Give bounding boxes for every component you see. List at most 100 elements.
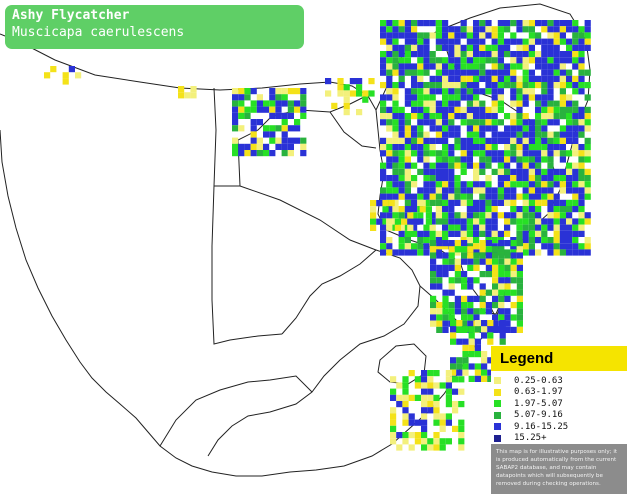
occurrence-cell bbox=[497, 20, 504, 27]
occurrence-cell bbox=[473, 230, 480, 237]
occurrence-cell bbox=[287, 88, 294, 95]
occurrence-cell bbox=[566, 199, 573, 206]
occurrence-cell bbox=[566, 237, 573, 244]
occurrence-cell bbox=[414, 438, 421, 445]
occurrence-cell bbox=[528, 144, 535, 151]
occurrence-cell bbox=[541, 69, 548, 76]
occurrence-cell bbox=[390, 376, 397, 383]
occurrence-cell bbox=[448, 51, 455, 58]
occurrence-cell bbox=[430, 295, 437, 302]
occurrence-cell bbox=[522, 82, 529, 89]
occurrence-cell bbox=[386, 82, 393, 89]
occurrence-cell bbox=[553, 57, 560, 64]
occurrence-cell bbox=[462, 357, 469, 364]
occurrence-cell bbox=[522, 113, 529, 120]
occurrence-cell bbox=[398, 131, 405, 138]
occurrence-cell bbox=[232, 100, 239, 107]
occurrence-cell bbox=[392, 57, 399, 64]
occurrence-cell bbox=[250, 131, 257, 138]
occurrence-cell bbox=[392, 69, 399, 76]
occurrence-cell bbox=[516, 156, 523, 163]
occurrence-cell bbox=[430, 246, 437, 253]
occurrence-cell bbox=[442, 193, 449, 200]
legend-label: 0.25-0.63 bbox=[514, 375, 563, 386]
occurrence-cell bbox=[281, 94, 288, 101]
occurrence-cell bbox=[386, 187, 393, 194]
occurrence-cell bbox=[559, 181, 566, 188]
occurrence-cell bbox=[380, 51, 387, 58]
occurrence-cell bbox=[466, 206, 473, 213]
occurrence-cell bbox=[466, 32, 473, 39]
occurrence-cell bbox=[421, 444, 428, 451]
occurrence-cell bbox=[572, 26, 579, 33]
occurrence-cell bbox=[460, 218, 467, 225]
occurrence-cell bbox=[535, 57, 542, 64]
occurrence-cell bbox=[528, 224, 535, 231]
occurrence-cell bbox=[380, 63, 387, 70]
occurrence-cell bbox=[263, 106, 270, 113]
occurrence-cell bbox=[510, 57, 517, 64]
occurrence-cell bbox=[454, 258, 461, 265]
occurrence-cell bbox=[269, 131, 276, 138]
occurrence-cell bbox=[398, 150, 405, 157]
occurrence-cell bbox=[466, 137, 473, 144]
occurrence-cell bbox=[479, 258, 486, 265]
occurrence-cell bbox=[566, 168, 573, 175]
occurrence-cell bbox=[263, 143, 270, 150]
occurrence-cell bbox=[430, 240, 437, 247]
occurrence-cell bbox=[398, 230, 405, 237]
occurrence-cell bbox=[559, 206, 566, 213]
occurrence-cell bbox=[386, 125, 393, 132]
occurrence-cell bbox=[462, 369, 469, 376]
occurrence-cell bbox=[448, 113, 455, 120]
occurrence-cell bbox=[566, 162, 573, 169]
occurrence-cell bbox=[417, 113, 424, 120]
occurrence-cell bbox=[566, 82, 573, 89]
occurrence-cell bbox=[485, 212, 492, 219]
occurrence-cell bbox=[499, 326, 506, 333]
occurrence-cell bbox=[423, 63, 430, 70]
occurrence-cell bbox=[535, 175, 542, 182]
occurrence-cell bbox=[454, 240, 461, 247]
occurrence-cell bbox=[516, 119, 523, 126]
occurrence-cell bbox=[535, 131, 542, 138]
occurrence-cell bbox=[528, 199, 535, 206]
legend-swatch bbox=[494, 434, 501, 442]
occurrence-cell bbox=[370, 200, 377, 207]
occurrence-cell bbox=[435, 106, 442, 113]
occurrence-cell bbox=[435, 243, 442, 250]
occurrence-cell bbox=[516, 51, 523, 58]
occurrence-cell bbox=[479, 302, 486, 309]
occurrence-cell bbox=[481, 369, 488, 376]
occurrence-cell bbox=[411, 230, 418, 237]
occurrence-cell bbox=[516, 246, 523, 253]
occurrence-cell bbox=[535, 32, 542, 39]
occurrence-cell bbox=[504, 283, 511, 290]
occurrence-cell bbox=[516, 125, 523, 132]
occurrence-cell bbox=[442, 137, 449, 144]
occurrence-cell bbox=[510, 193, 517, 200]
occurrence-cell bbox=[460, 150, 467, 157]
occurrence-cell bbox=[232, 119, 239, 126]
occurrence-cell bbox=[448, 32, 455, 39]
occurrence-cell bbox=[436, 264, 443, 271]
occurrence-cell bbox=[425, 212, 432, 219]
occurrence-cell bbox=[528, 38, 535, 45]
occurrence-cell bbox=[417, 156, 424, 163]
occurrence-cell bbox=[244, 150, 251, 157]
occurrence-cell bbox=[448, 94, 455, 101]
occurrence-cell bbox=[396, 401, 403, 408]
occurrence-cell bbox=[425, 218, 432, 225]
occurrence-cell bbox=[466, 94, 473, 101]
occurrence-cell bbox=[417, 243, 424, 250]
occurrence-cell bbox=[491, 187, 498, 194]
occurrence-cell bbox=[487, 332, 494, 339]
occurrence-cell bbox=[492, 258, 499, 265]
occurrence-cell bbox=[435, 69, 442, 76]
occurrence-cell bbox=[435, 137, 442, 144]
occurrence-cell bbox=[429, 63, 436, 70]
occurrence-cell bbox=[466, 218, 473, 225]
occurrence-cell bbox=[460, 88, 467, 95]
occurrence-cell bbox=[572, 125, 579, 132]
occurrence-cell bbox=[491, 212, 498, 219]
